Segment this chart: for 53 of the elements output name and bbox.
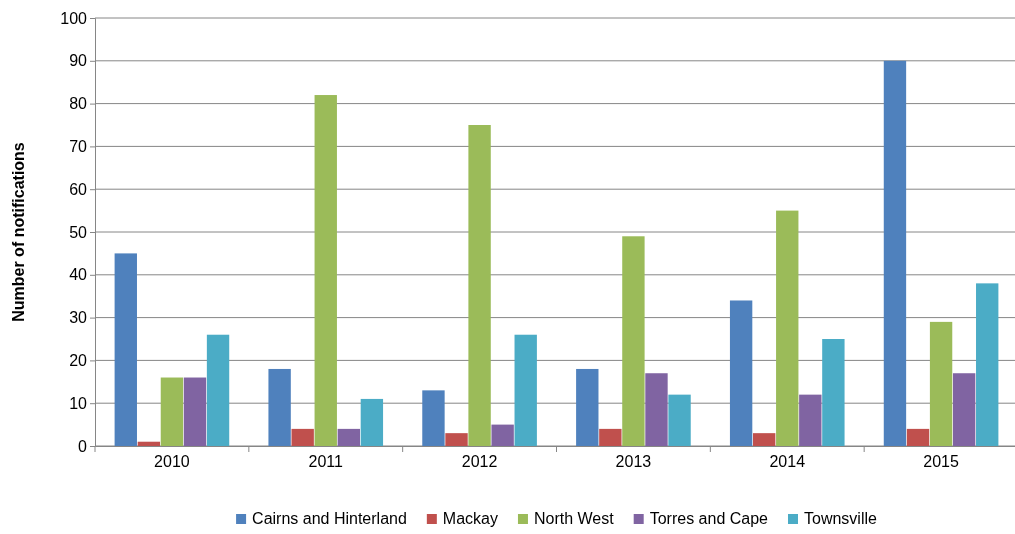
bar	[929, 321, 953, 446]
y-tick-label: 80	[69, 95, 88, 113]
y-tick-label: 10	[69, 394, 88, 412]
bar	[906, 428, 930, 446]
bar	[952, 373, 976, 446]
bar	[822, 339, 845, 446]
bar	[776, 210, 799, 446]
x-tick-label: 2014	[769, 453, 806, 471]
bar	[514, 334, 537, 446]
y-tick-label: 0	[78, 437, 88, 455]
bar	[976, 283, 999, 446]
bar	[137, 441, 161, 446]
y-tick-label: 50	[69, 223, 88, 241]
bar	[753, 433, 776, 446]
y-tick-label: 100	[60, 9, 88, 27]
bar	[360, 398, 384, 446]
x-tick-label: 2013	[615, 453, 652, 471]
bar	[799, 394, 822, 446]
bar	[491, 424, 514, 446]
legend-label: Townsville	[803, 510, 878, 527]
legend-label: Mackay	[442, 510, 498, 527]
legend-label: Cairns and Hinterland	[252, 510, 407, 527]
y-axis-title: Number of notifications	[10, 142, 27, 322]
bar	[468, 125, 491, 446]
x-tick-label: 2012	[461, 453, 498, 471]
y-tick-label: 60	[69, 180, 88, 198]
y-tick-label: 90	[69, 52, 88, 70]
bar	[160, 377, 184, 446]
bar	[729, 300, 753, 446]
bar	[206, 334, 230, 446]
bar	[599, 428, 622, 446]
bar	[291, 428, 314, 446]
x-tick-label: 2015	[923, 453, 959, 471]
bar	[114, 253, 137, 446]
legend-label: Torres and Cape	[649, 510, 769, 527]
bar	[883, 60, 907, 446]
x-tick-label: 2010	[154, 453, 190, 471]
bar	[668, 394, 691, 446]
bar	[645, 373, 668, 446]
y-tick-label: 40	[69, 266, 88, 284]
y-tick-label: 20	[69, 352, 88, 370]
y-tick-label: 70	[69, 138, 88, 156]
y-tick-label: 30	[69, 309, 88, 327]
bar	[445, 433, 468, 446]
bar	[422, 390, 445, 446]
legend-label: North West	[533, 510, 615, 527]
bar	[337, 428, 360, 446]
bar	[314, 95, 337, 446]
x-tick-label: 2011	[308, 453, 344, 471]
bar	[183, 377, 207, 446]
bar	[622, 236, 645, 446]
bar	[268, 368, 291, 446]
bar	[576, 368, 599, 446]
